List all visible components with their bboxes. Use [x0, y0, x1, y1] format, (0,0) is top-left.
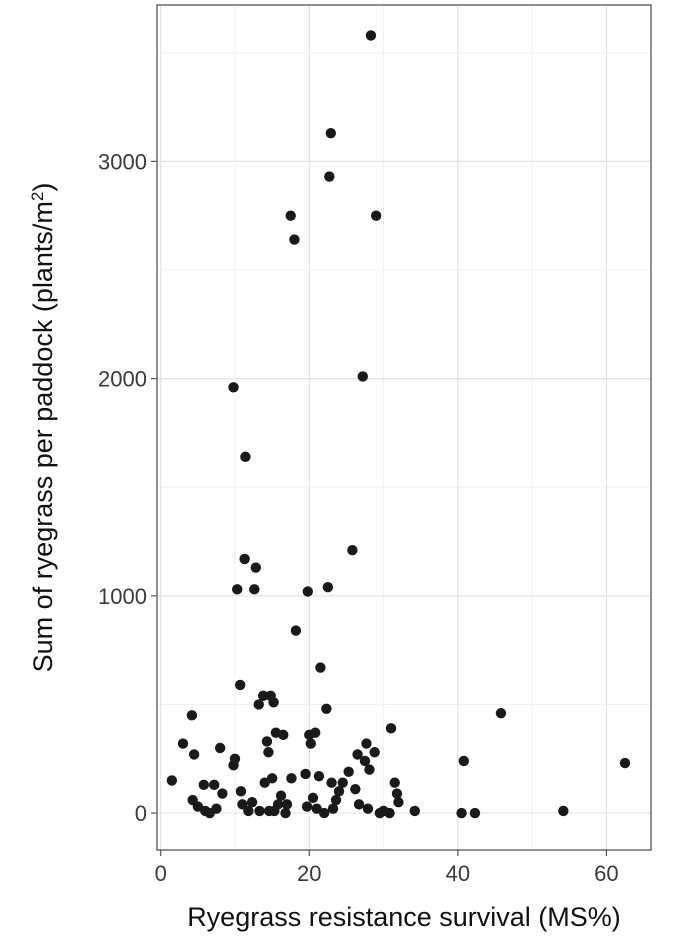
data-point	[365, 30, 377, 41]
y-tick-label: 0	[135, 801, 147, 826]
data-point	[254, 805, 265, 817]
x-tick-label: 20	[297, 861, 321, 886]
data-point	[243, 805, 254, 817]
data-point	[235, 786, 247, 797]
data-point	[327, 803, 339, 814]
y-tick-label: 3000	[98, 149, 147, 174]
data-point	[318, 807, 330, 819]
data-point	[263, 747, 274, 758]
data-point	[286, 773, 297, 784]
y-tick-label: 2000	[98, 367, 147, 392]
y-axis-title-superscript: 2	[28, 192, 47, 201]
data-point	[275, 790, 287, 801]
data-point	[458, 755, 469, 767]
data-point	[325, 127, 337, 139]
data-point	[198, 779, 209, 791]
x-tick-label: 60	[594, 861, 618, 886]
data-point	[337, 777, 348, 788]
data-point	[310, 727, 321, 738]
data-point	[369, 747, 380, 758]
data-point	[307, 792, 319, 804]
data-point	[362, 803, 374, 814]
data-point	[384, 807, 395, 819]
data-point	[333, 786, 345, 797]
data-point	[232, 584, 243, 595]
data-point	[302, 586, 313, 597]
y-axis-title: Sum of ryegrass per paddock (plants/m2)	[28, 183, 59, 673]
data-point	[389, 777, 400, 788]
data-point	[261, 736, 273, 747]
data-points	[166, 30, 631, 819]
data-point	[347, 545, 358, 556]
data-point	[393, 797, 404, 808]
data-point	[619, 757, 631, 769]
data-point	[228, 382, 239, 393]
data-point	[359, 755, 371, 767]
plot-frame	[156, 4, 652, 851]
x-tick-labels: 0 20 40 60	[155, 861, 619, 886]
y-axis-title-main: Sum of ryegrass per paddock (plants/m	[28, 201, 58, 672]
data-point	[364, 764, 375, 775]
data-point	[177, 738, 189, 749]
data-point	[357, 371, 368, 382]
data-point	[324, 171, 335, 182]
data-point	[266, 773, 278, 784]
data-point	[240, 451, 251, 463]
data-point	[229, 753, 241, 764]
data-point	[409, 805, 420, 817]
data-point	[211, 803, 222, 814]
data-point	[352, 749, 363, 760]
data-point	[370, 210, 382, 221]
data-point	[250, 562, 261, 573]
data-point	[322, 581, 334, 593]
grid	[157, 5, 651, 850]
data-point	[272, 799, 284, 810]
data-point	[246, 797, 258, 808]
data-point	[285, 210, 296, 221]
data-point	[350, 783, 361, 795]
x-tick-label: 0	[155, 861, 167, 886]
y-axis-title-end: )	[28, 183, 58, 192]
y-tick-labels: 0 1000 2000 3000	[98, 149, 147, 826]
data-point	[313, 770, 325, 782]
data-point	[290, 625, 302, 636]
data-point	[278, 729, 289, 741]
data-point	[330, 794, 342, 806]
data-point	[301, 801, 313, 812]
data-point	[235, 679, 246, 691]
data-point	[166, 775, 178, 786]
data-point	[456, 807, 467, 819]
data-point	[343, 766, 354, 777]
axis-ticks	[151, 160, 608, 856]
data-point	[280, 807, 291, 819]
data-point	[385, 723, 397, 734]
data-point	[214, 742, 226, 754]
data-point	[239, 553, 250, 565]
data-point	[469, 807, 481, 819]
data-point	[258, 690, 269, 701]
data-point	[391, 788, 403, 799]
x-tick-label: 40	[446, 861, 470, 886]
data-point	[253, 699, 264, 710]
data-point	[188, 749, 200, 760]
data-point	[281, 799, 293, 810]
data-point	[558, 805, 569, 817]
data-point	[495, 707, 507, 719]
data-point	[300, 768, 311, 780]
x-axis-title: Ryegrass resistance survival (MS%)	[187, 902, 621, 932]
data-point	[305, 738, 316, 749]
data-point	[289, 234, 300, 245]
data-point	[361, 738, 372, 749]
data-point	[217, 788, 228, 799]
data-point	[353, 799, 365, 810]
data-point	[315, 662, 326, 673]
data-point	[186, 710, 198, 721]
data-point	[249, 584, 260, 595]
data-point	[209, 779, 220, 791]
data-point	[326, 777, 337, 788]
y-tick-label: 1000	[98, 584, 147, 609]
data-point	[321, 703, 332, 715]
data-point	[268, 697, 279, 708]
